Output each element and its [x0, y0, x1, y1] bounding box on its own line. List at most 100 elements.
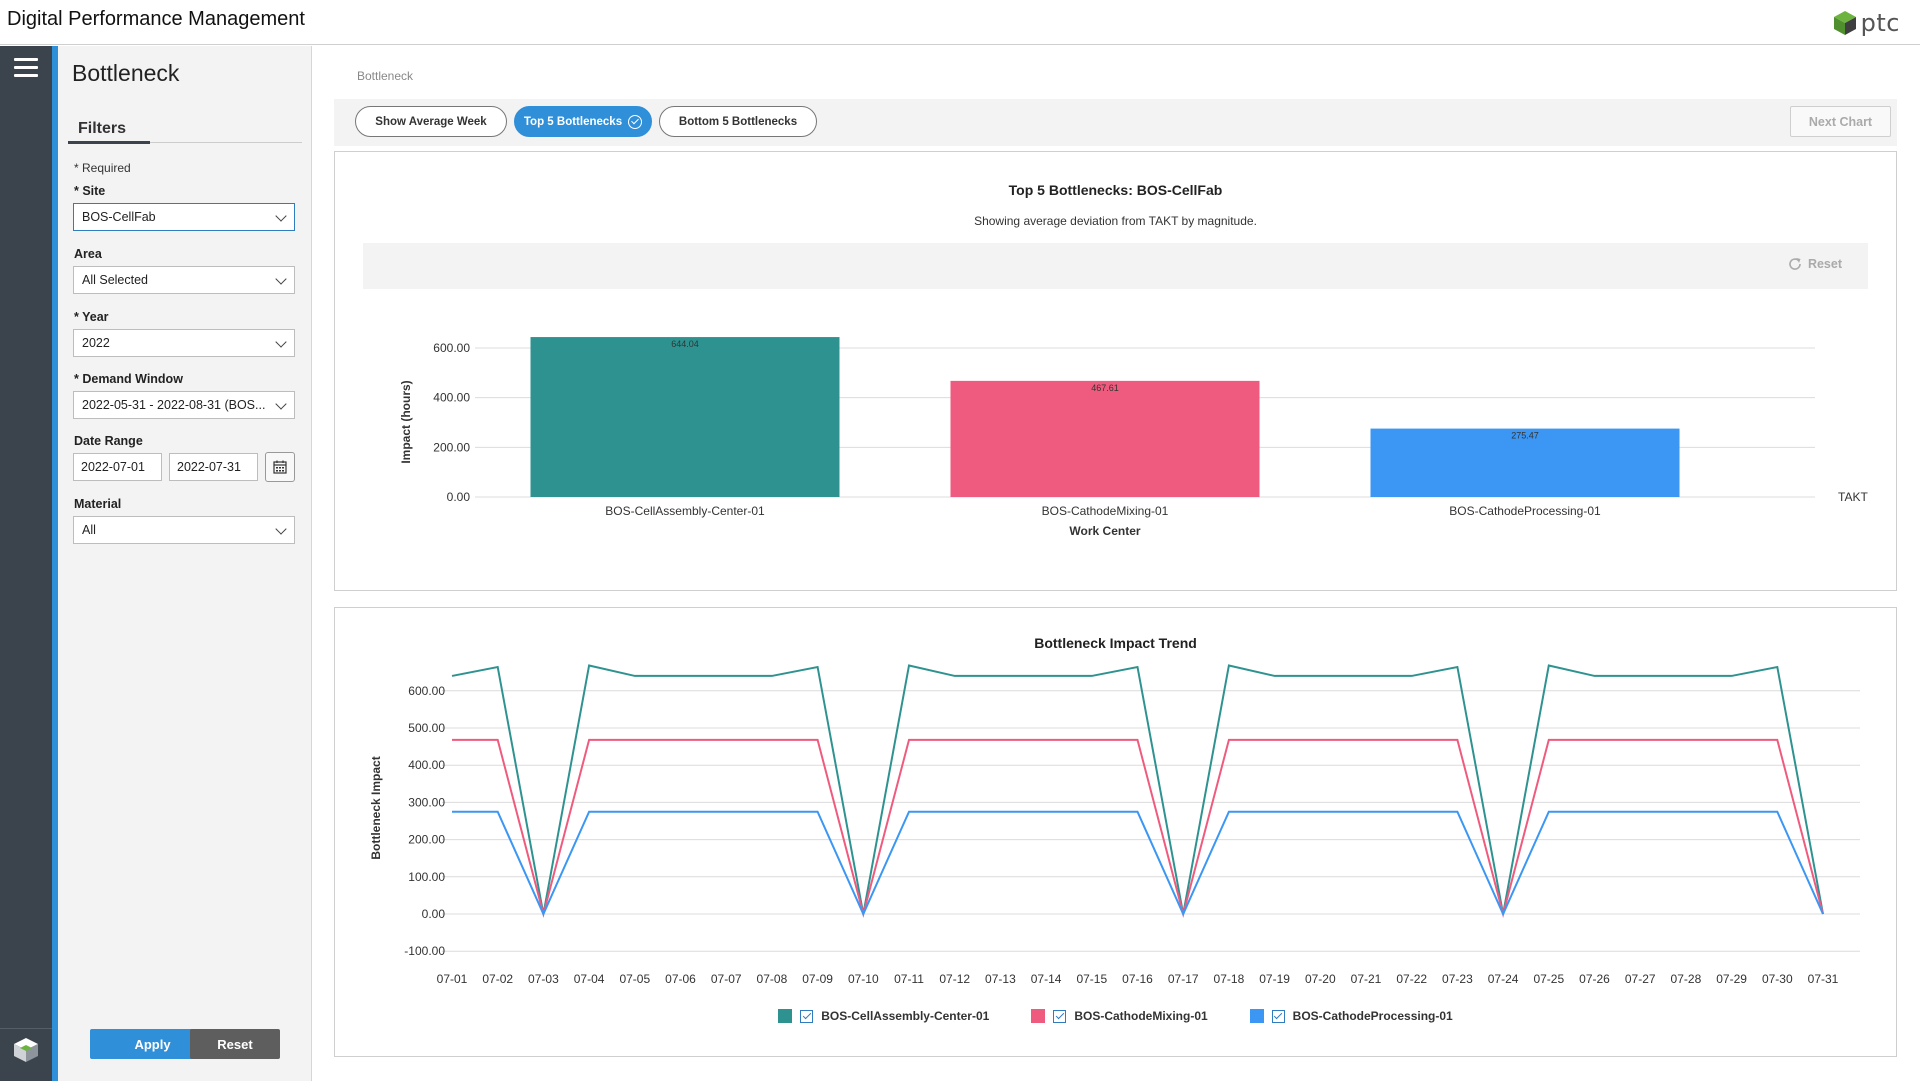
- site-label: * Site: [74, 184, 106, 198]
- show-average-week-button[interactable]: Show Average Week: [355, 106, 507, 137]
- x-tick-label: 07-09: [802, 972, 833, 986]
- legend-item-cathodemixing[interactable]: BOS-CathodeMixing-01: [1031, 1009, 1208, 1023]
- line-chart-title: Bottleneck Impact Trend: [1034, 635, 1197, 651]
- x-axis-title: Work Center: [1069, 524, 1140, 538]
- bar-chart-card: Top 5 Bottlenecks: BOS-CellFab Showing a…: [334, 151, 1897, 591]
- material-label: Material: [74, 497, 122, 511]
- panel-accent-bar: [52, 46, 58, 1081]
- zoom-reset-button[interactable]: Reset: [1787, 256, 1842, 272]
- site-select[interactable]: BOS-CellFab: [73, 203, 295, 231]
- chevron-down-icon: [275, 210, 287, 222]
- panel-title: Bottleneck: [72, 60, 180, 86]
- bar-data-label: 275.47: [1511, 431, 1539, 441]
- ptc-logo: ptc: [1833, 9, 1900, 37]
- legend-label: BOS-CathodeMixing-01: [1074, 1009, 1208, 1023]
- x-tick-label: 07-06: [665, 972, 696, 986]
- legend-swatch: [1249, 1009, 1264, 1023]
- legend-checkbox[interactable]: [1271, 1009, 1285, 1023]
- legend-checkbox[interactable]: [800, 1009, 814, 1023]
- x-tick-label: 07-27: [1625, 972, 1656, 986]
- start-date-input[interactable]: 2022-07-01: [73, 453, 162, 481]
- legend-checkbox[interactable]: [1053, 1009, 1067, 1023]
- x-tick-label: 07-31: [1808, 972, 1839, 986]
- legend-label: BOS-CellAssembly-Center-01: [821, 1009, 990, 1023]
- y-tick-label: 600.00: [433, 341, 470, 355]
- x-tick-label: 07-02: [482, 972, 513, 986]
- zoom-reset-label: Reset: [1807, 257, 1842, 271]
- x-tick-label: 07-08: [757, 972, 788, 986]
- y-tick-label: 200.00: [433, 440, 470, 454]
- material-value: All: [82, 523, 96, 537]
- hamburger-menu-icon[interactable]: [14, 58, 38, 80]
- next-chart-button[interactable]: Next Chart: [1790, 106, 1891, 137]
- area-select[interactable]: All Selected: [73, 266, 295, 294]
- chevron-down-icon: [275, 336, 287, 348]
- bar-chart-subtitle: Showing average deviation from TAKT by m…: [974, 214, 1257, 228]
- date-range-label: Date Range: [74, 434, 143, 448]
- check-circle-icon: [628, 114, 643, 129]
- chevron-down-icon: [275, 273, 287, 285]
- chart-tabs-bar: Show Average Week Top 5 Bottlenecks Bott…: [334, 99, 1897, 146]
- x-tick-label: 07-03: [528, 972, 559, 986]
- demand-window-select[interactable]: 2022-05-31 - 2022-08-31 (BOS...: [73, 391, 295, 419]
- x-tick-label: 07-04: [574, 972, 605, 986]
- legend-item-cellassembly[interactable]: BOS-CellAssembly-Center-01: [778, 1009, 989, 1023]
- x-tick-label: 07-12: [939, 972, 970, 986]
- material-select[interactable]: All: [73, 516, 295, 544]
- x-tick-label: 07-05: [619, 972, 650, 986]
- bar: [1370, 428, 1680, 497]
- chevron-down-icon: [275, 398, 287, 410]
- calendar-icon[interactable]: [265, 452, 295, 482]
- x-tick-label: 07-19: [1259, 972, 1290, 986]
- y-tick-label: 500.00: [408, 721, 445, 735]
- y-tick-label: 0.00: [422, 907, 446, 921]
- legend-swatch: [1031, 1009, 1046, 1023]
- tab-filters[interactable]: Filters: [78, 120, 127, 137]
- x-tick-label: 07-10: [848, 972, 879, 986]
- series-line: [451, 664, 1824, 915]
- end-date-input[interactable]: 2022-07-31: [169, 453, 258, 481]
- ptc-cube-icon: [1833, 11, 1856, 35]
- y-tick-label: -100.00: [404, 944, 445, 958]
- x-tick-label: 07-23: [1442, 972, 1473, 986]
- bottom5-bottlenecks-button[interactable]: Bottom 5 Bottlenecks: [659, 106, 817, 137]
- x-tick-label: 07-11: [894, 972, 924, 986]
- year-value: 2022: [82, 336, 110, 350]
- bar-chart-plot: 0.00 200.00 400.00 600.00 644.04 BOS-CellAsse…: [399, 337, 1868, 538]
- app-cube-icon[interactable]: [12, 1036, 40, 1069]
- y-tick-label: 300.00: [408, 795, 445, 809]
- bar-chart-title: Top 5 Bottlenecks: BOS-CellFab: [1008, 182, 1223, 198]
- rail-divider: [0, 1028, 52, 1029]
- x-tick-label: 07-28: [1671, 972, 1702, 986]
- y-axis-title: Bottleneck Impact: [369, 756, 383, 859]
- site-value: BOS-CellFab: [82, 210, 156, 224]
- nav-rail: [0, 46, 52, 1081]
- y-tick-label: 600.00: [408, 684, 445, 698]
- x-tick-label: 07-25: [1533, 972, 1564, 986]
- area-label: Area: [74, 247, 102, 261]
- demand-window-label: * Demand Window: [74, 372, 183, 386]
- top5-bottlenecks-button[interactable]: Top 5 Bottlenecks: [514, 106, 652, 137]
- series-line: [452, 810, 1824, 917]
- x-tick-label: 07-20: [1305, 972, 1336, 986]
- legend-item-cathodeprocessing[interactable]: BOS-CathodeProcessing-01: [1249, 1009, 1453, 1023]
- breadcrumb[interactable]: Bottleneck: [357, 69, 414, 83]
- x-tick-label: 07-01: [437, 972, 468, 986]
- x-tick-label: 07-26: [1579, 972, 1610, 986]
- x-tick-label: 07-24: [1488, 972, 1519, 986]
- y-tick-label: 400.00: [408, 758, 445, 772]
- tab-active-indicator: [68, 141, 150, 144]
- refresh-icon: [1789, 258, 1801, 270]
- y-tick-label: 100.00: [408, 870, 445, 884]
- year-select[interactable]: 2022: [73, 329, 295, 357]
- line-chart-plot: -100.00 0.00 100.00 200.00 300.00 400.00 500.0…: [369, 664, 1860, 986]
- year-label: * Year: [74, 310, 109, 324]
- reset-filters-button[interactable]: Reset: [190, 1029, 280, 1059]
- x-tick-label: 07-14: [1031, 972, 1062, 986]
- y-tick-label: 0.00: [447, 490, 471, 504]
- legend-swatch: [778, 1009, 793, 1023]
- x-tick-label: 07-16: [1122, 972, 1153, 986]
- x-tick-label: 07-13: [985, 972, 1016, 986]
- x-tick-label: BOS-CathodeMixing-01: [1042, 504, 1169, 518]
- x-tick-label: 07-30: [1762, 972, 1793, 986]
